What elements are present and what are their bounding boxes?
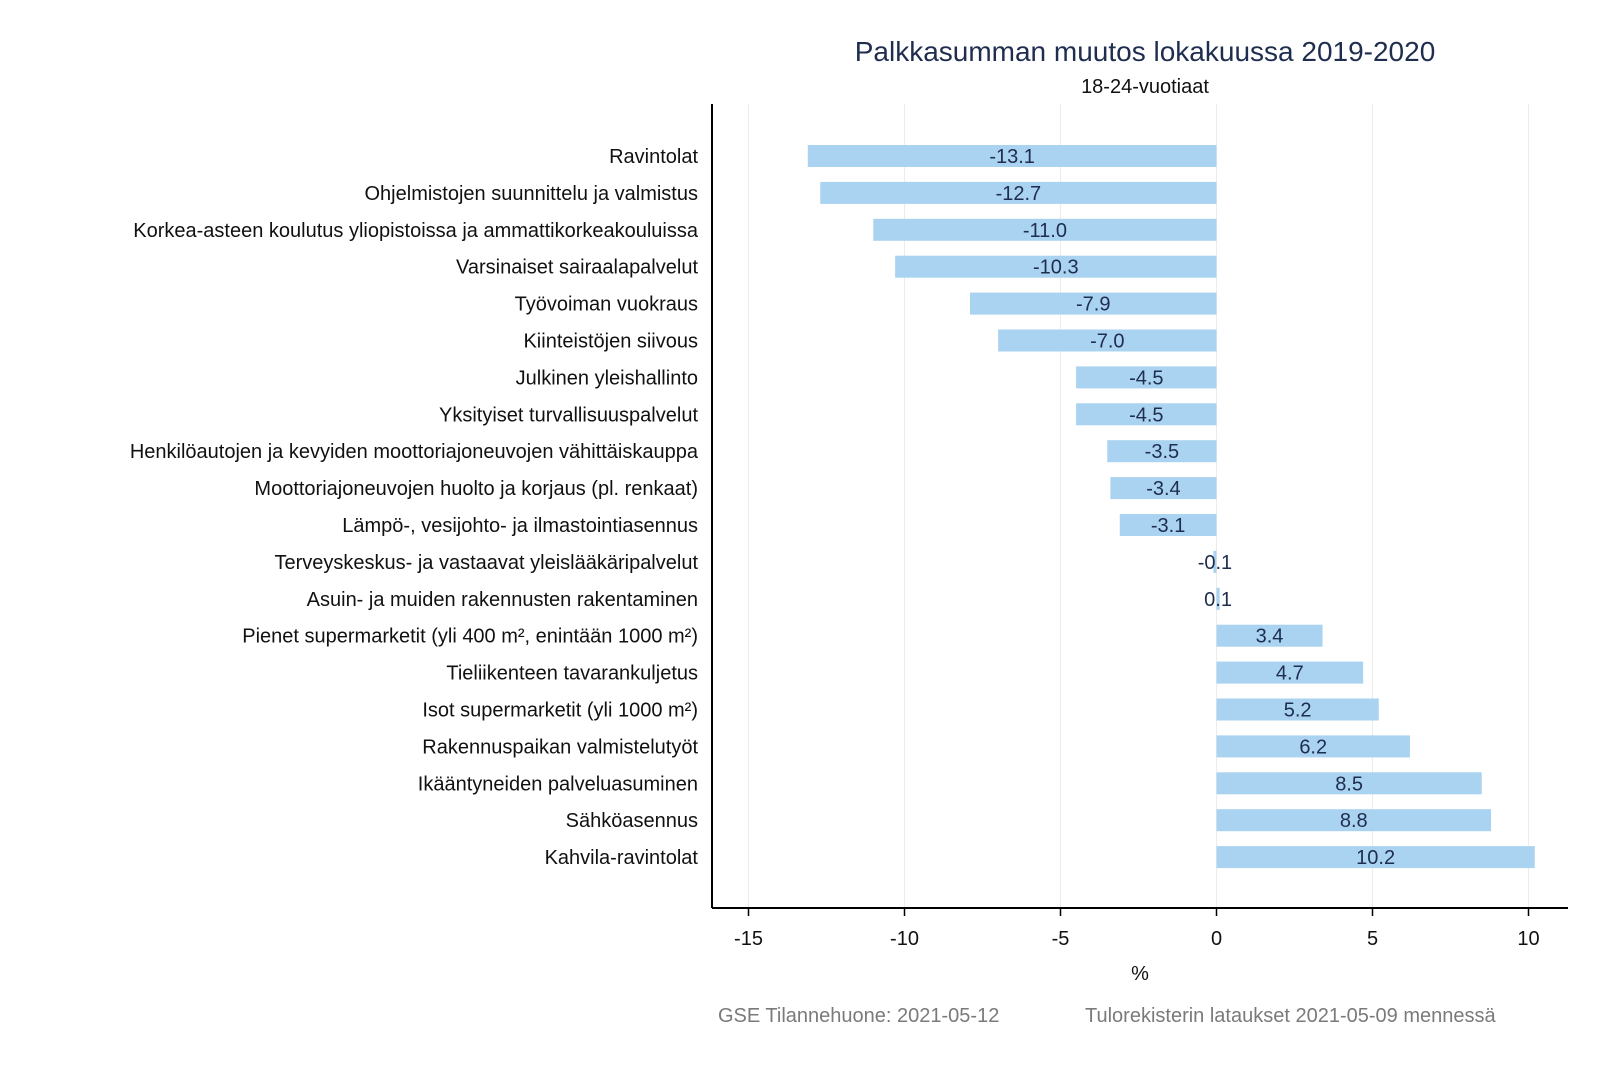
- data-label: 6.2: [1299, 736, 1327, 758]
- data-label: 8.8: [1340, 810, 1368, 832]
- x-tick-label: 5: [1367, 928, 1378, 950]
- category-label: Julkinen yleishallinto: [516, 367, 698, 389]
- data-label: -7.0: [1090, 331, 1124, 353]
- data-label: -0.1: [1198, 552, 1232, 574]
- bar: [1216, 661, 1364, 684]
- data-label: -3.1: [1151, 515, 1185, 537]
- bar: [1216, 772, 1482, 795]
- x-tick-label: 10: [1517, 928, 1539, 950]
- category-label: Pienet supermarketit (yli 400 m², enintä…: [242, 626, 698, 648]
- bar: [998, 329, 1217, 352]
- x-tick-label: 0: [1211, 928, 1222, 950]
- footer-source: GSE Tilannehuone: 2021-05-12: [718, 1005, 1000, 1027]
- bar: [1216, 735, 1410, 758]
- x-tick-label: -15: [734, 928, 763, 950]
- category-label: Työvoiman vuokraus: [515, 294, 698, 316]
- data-label: -12.7: [996, 183, 1042, 205]
- bar: [1216, 587, 1220, 610]
- bar: [820, 181, 1217, 204]
- bar: [895, 255, 1217, 278]
- category-label: Kiinteistöjen siivous: [523, 331, 698, 353]
- bar: [807, 145, 1217, 167]
- x-tick-label: -10: [890, 928, 919, 950]
- category-label: Asuin- ja muiden rakennusten rakentamine…: [307, 589, 698, 611]
- bar: [1119, 514, 1217, 536]
- category-label: Kahvila-ravintolat: [545, 847, 699, 869]
- category-label: Terveyskeskus- ja vastaavat yleislääkäri…: [274, 552, 698, 574]
- category-label: Yksityiset turvallisuuspalvelut: [439, 404, 698, 426]
- data-label: 3.4: [1256, 626, 1284, 648]
- data-label: -3.5: [1145, 441, 1179, 463]
- data-label: -10.3: [1033, 257, 1079, 279]
- category-label: Tieliikenteen tavarankuljetus: [446, 663, 698, 685]
- data-label: -3.4: [1146, 478, 1180, 500]
- category-label: Ikääntyneiden palveluasuminen: [418, 773, 698, 795]
- category-label: Sähköasennus: [566, 810, 698, 832]
- data-label: 8.5: [1335, 773, 1363, 795]
- bar: [873, 218, 1217, 241]
- bar: [1216, 698, 1379, 721]
- category-label: Ravintolat: [609, 146, 698, 168]
- footer-note: Tulorekisterin lataukset 2021-05-09 menn…: [1085, 1005, 1496, 1027]
- data-label: 10.2: [1356, 847, 1395, 869]
- data-label: -13.1: [989, 146, 1035, 168]
- bar: [1216, 624, 1323, 647]
- category-label: Korkea-asteen koulutus yliopistoissa ja …: [133, 220, 699, 242]
- chart-title: Palkkasumman muutos lokakuussa 2019-2020: [854, 36, 1436, 67]
- bar: [1216, 809, 1492, 832]
- bar: [1213, 550, 1217, 573]
- data-label: 0.1: [1204, 589, 1232, 611]
- category-label: Lämpö-, vesijohto- ja ilmastointiasennus: [342, 515, 698, 537]
- bar: [970, 292, 1217, 315]
- x-axis-label: %: [1131, 963, 1149, 985]
- bar: [1107, 440, 1217, 463]
- x-tick-label: -5: [1052, 928, 1070, 950]
- category-label: Henkilöautojen ja kevyiden moottoriajone…: [130, 441, 699, 463]
- category-label: Ohjelmistojen suunnittelu ja valmistus: [365, 183, 699, 205]
- category-label: Isot supermarketit (yli 1000 m²): [422, 700, 698, 722]
- bar: [1110, 477, 1217, 500]
- data-label: -4.5: [1129, 404, 1163, 426]
- data-label: 4.7: [1276, 663, 1304, 685]
- data-label: -7.9: [1076, 294, 1110, 316]
- bar: [1076, 366, 1217, 389]
- data-label: 5.2: [1284, 700, 1312, 722]
- category-label: Moottoriajoneuvojen huolto ja korjaus (p…: [254, 478, 698, 500]
- bar: [1216, 846, 1535, 869]
- data-label: -11.0: [1023, 220, 1067, 242]
- category-label: Rakennuspaikan valmistelutyöt: [422, 736, 698, 758]
- chart-subtitle: 18-24-vuotiaat: [1081, 76, 1209, 98]
- bar: [1076, 403, 1217, 426]
- category-label: Varsinaiset sairaalapalvelut: [456, 257, 698, 279]
- data-label: -4.5: [1129, 367, 1163, 389]
